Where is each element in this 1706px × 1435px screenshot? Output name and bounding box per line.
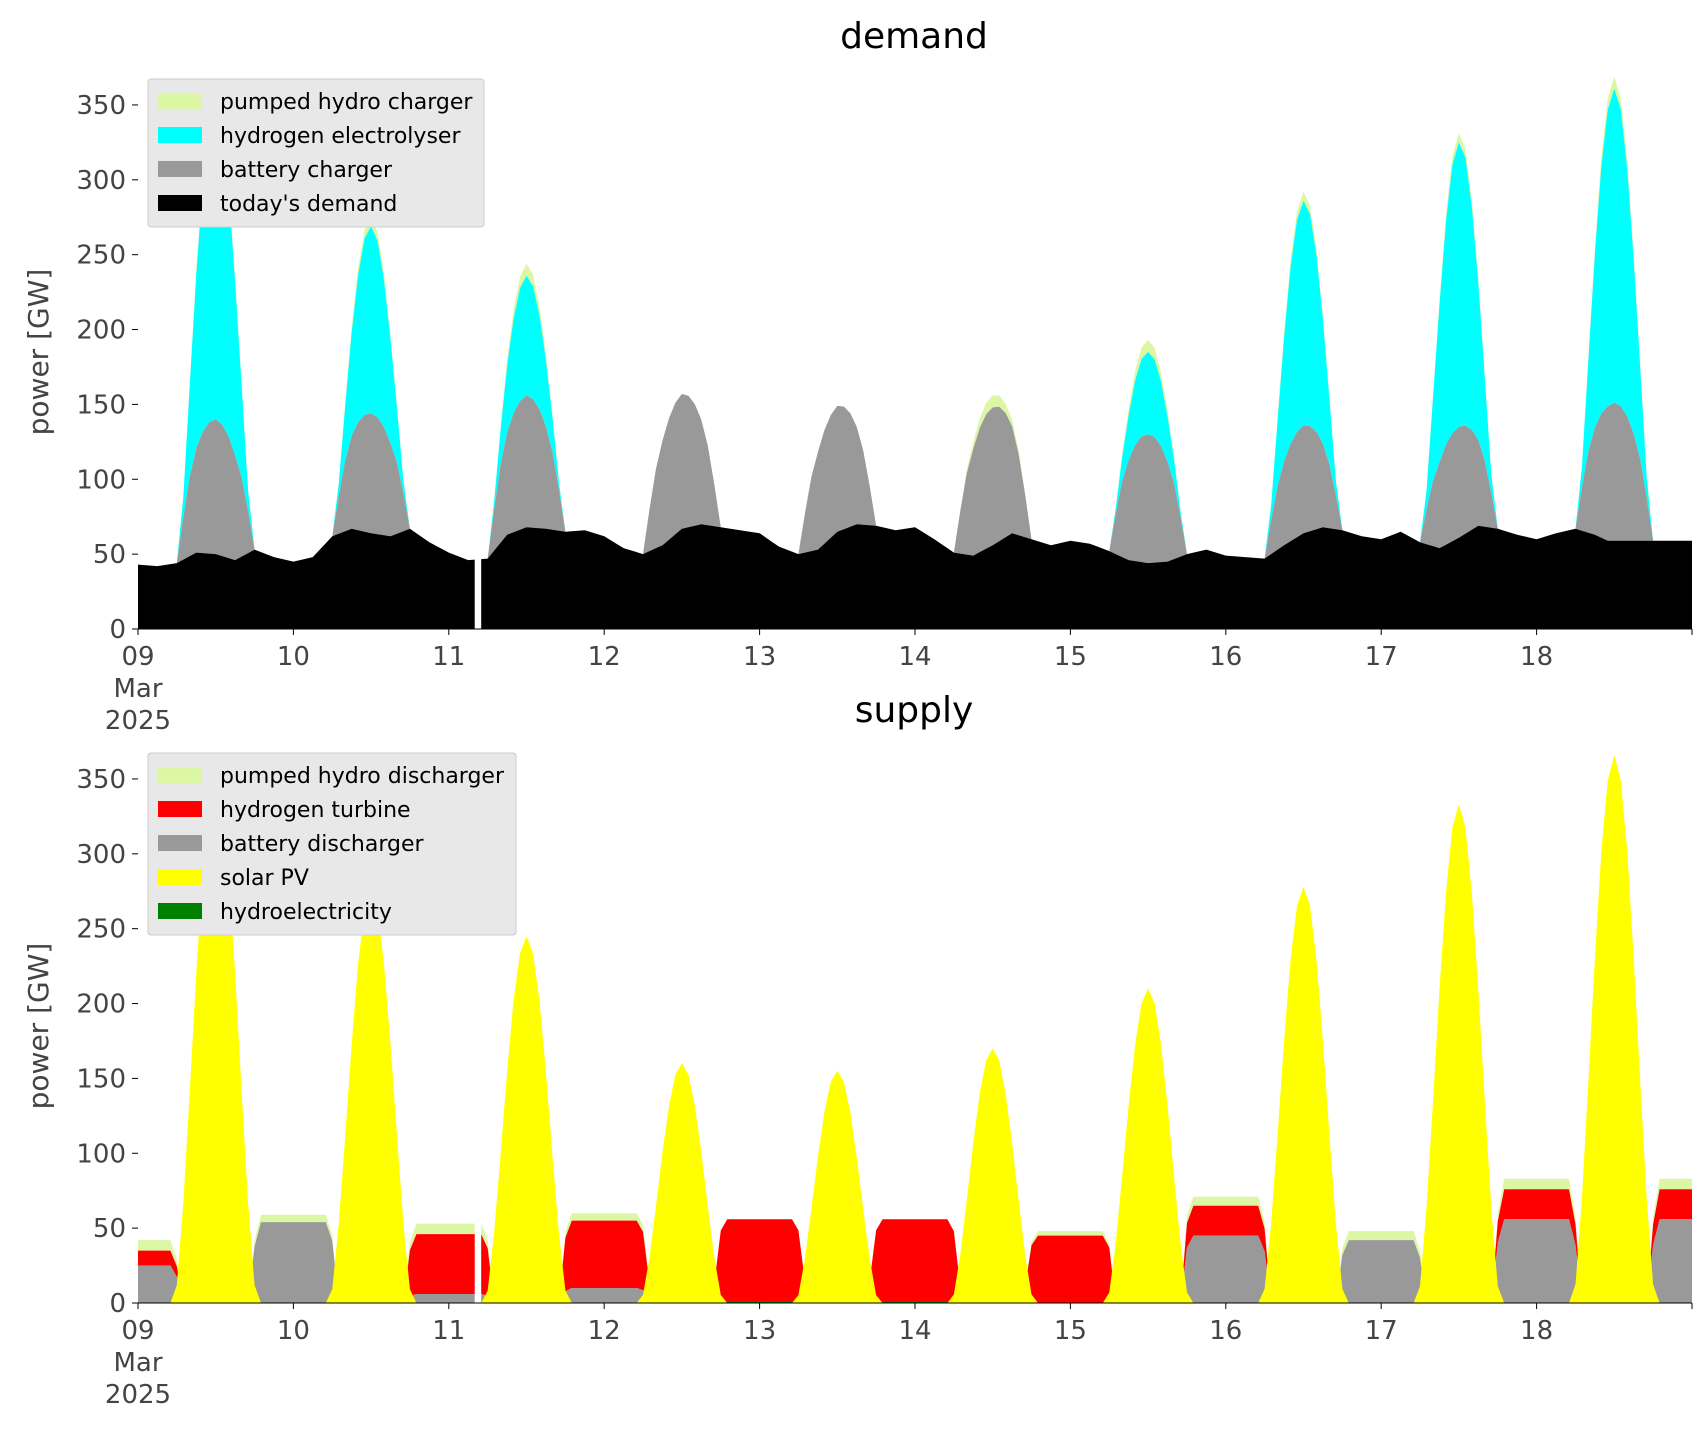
y-tick-label: 100: [76, 465, 126, 495]
today-s-demand-area-1: [138, 528, 475, 629]
legend-label: pumped hydro charger: [220, 90, 473, 115]
x-tick-label: 17: [1365, 1316, 1398, 1346]
x-tick-label: 13: [743, 642, 776, 672]
legend-swatch: [158, 801, 202, 817]
chart-title: demand: [840, 16, 988, 57]
x-tick-label: 15: [1054, 642, 1087, 672]
legend-swatch: [158, 161, 202, 177]
legend-swatch: [158, 869, 202, 885]
legend: pumped hydro discharger hydrogen turbine b…: [147, 752, 517, 936]
legend-label: battery discharger: [220, 832, 425, 857]
x-tick-label: 14: [898, 1316, 931, 1346]
legend-label: today's demand: [220, 192, 397, 217]
y-tick-label: 250: [76, 241, 126, 271]
x-tick-label: 10: [277, 642, 310, 672]
y-tick-label: 100: [76, 1139, 126, 1169]
legend-box: [147, 78, 485, 228]
x-tick-label: 11: [432, 642, 465, 672]
legend-label: solar PV: [220, 866, 309, 891]
legend-swatch: [158, 767, 202, 783]
chart-title: supply: [855, 690, 974, 731]
x-tick-label: 09: [121, 1316, 154, 1346]
y-tick-label: 50: [93, 1214, 126, 1244]
y-axis-label: power [GW]: [22, 269, 55, 436]
y-tick-label: 300: [76, 840, 126, 870]
today-s-demand-area-2: [481, 524, 1693, 629]
x-tick-label: 18: [1520, 642, 1553, 672]
legend-box: [147, 752, 517, 936]
legend-label: hydroelectricity: [220, 900, 392, 925]
x-tick-label: 13: [743, 1316, 776, 1346]
legend-swatch: [158, 93, 202, 109]
y-tick-label: 200: [76, 990, 126, 1020]
solar-pv-area-2: [481, 755, 1693, 1303]
legend-label: pumped hydro discharger: [220, 764, 505, 789]
y-tick-label: 150: [76, 390, 126, 420]
y-tick-label: 200: [76, 316, 126, 346]
x-tick-label: 11: [432, 1316, 465, 1346]
battery-discharger-area-2: [481, 1219, 1693, 1303]
legend: pumped hydro charger hydrogen electrolyse…: [147, 78, 485, 228]
legend-swatch: [158, 195, 202, 211]
legend-label: battery charger: [220, 158, 393, 183]
legend-swatch: [158, 903, 202, 919]
y-tick-label: 0: [109, 615, 126, 645]
y-tick-label: 150: [76, 1064, 126, 1094]
x-tick-label: 2025: [105, 1380, 171, 1410]
x-tick-label: 10: [277, 1316, 310, 1346]
y-tick-label: 50: [93, 540, 126, 570]
x-tick-label: Mar: [113, 1348, 162, 1378]
x-tick-label: 12: [588, 1316, 621, 1346]
x-tick-label: 17: [1365, 642, 1398, 672]
hydrogen-turbine-area-2: [481, 1189, 1693, 1303]
x-tick-label: 16: [1209, 642, 1242, 672]
legend-swatch: [158, 127, 202, 143]
y-tick-label: 350: [76, 765, 126, 795]
y-tick-label: 300: [76, 166, 126, 196]
x-tick-label: 14: [898, 642, 931, 672]
x-tick-label: 15: [1054, 1316, 1087, 1346]
x-tick-label: 12: [588, 642, 621, 672]
legend-swatch: [158, 835, 202, 851]
x-tick-label: 2025: [105, 706, 171, 736]
pumped-hydro-discharger-area-2: [481, 1178, 1693, 1303]
legend-label: hydrogen electrolyser: [220, 124, 461, 149]
x-tick-label: 16: [1209, 1316, 1242, 1346]
battery-charger-area-1: [138, 413, 475, 567]
hydrogen-electrolyser-area-2: [481, 88, 1693, 560]
y-tick-label: 250: [76, 915, 126, 945]
battery-charger-area-2: [481, 393, 1693, 564]
y-tick-label: 0: [109, 1289, 126, 1319]
x-tick-label: 18: [1520, 1316, 1553, 1346]
y-tick-label: 350: [76, 91, 126, 121]
x-tick-label: 09: [121, 642, 154, 672]
x-tick-label: Mar: [113, 674, 162, 704]
battery-discharger-area-1: [138, 1222, 475, 1303]
legend-label: hydrogen turbine: [220, 798, 411, 823]
y-axis-label: power [GW]: [22, 943, 55, 1110]
